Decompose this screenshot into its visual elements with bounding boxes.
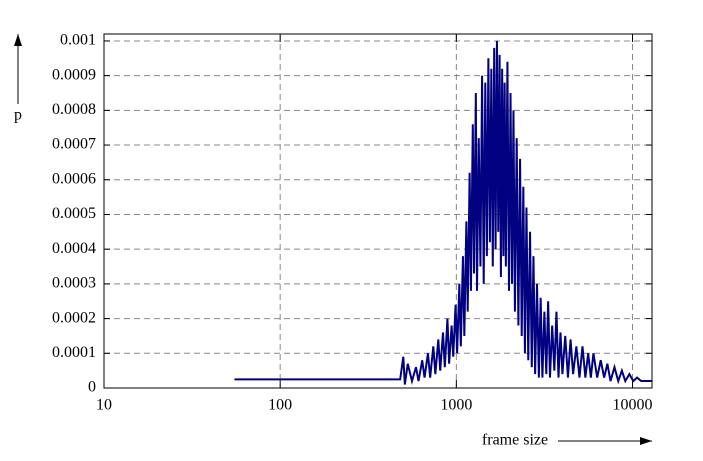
y-tick-label: 0.0005 [52,205,96,222]
x-tick-label: 10000 [613,397,653,414]
y-tick-label: 0.0009 [52,66,96,83]
y-tick-label: 0.0007 [52,136,96,153]
x-tick-label: 100 [268,397,292,414]
x-tick-label: 10 [96,397,112,414]
data-line [234,40,652,385]
y-tick-label: 0.0001 [52,344,96,361]
y-tick-label: 0.0008 [52,101,96,118]
y-tick-label: 0.001 [60,32,96,49]
y-tick-label: 0.0003 [52,275,96,292]
y-tick-label: 0.0002 [52,309,96,326]
y-tick-label: 0 [88,379,96,396]
plot-frame [103,33,653,389]
y-tick-label: 0.0006 [52,170,96,187]
x-axis-label: frame size [482,432,548,449]
y-axis-label: p [14,107,22,124]
y-tick-label: 0.0004 [52,240,96,257]
x-tick-label: 1000 [440,397,472,414]
